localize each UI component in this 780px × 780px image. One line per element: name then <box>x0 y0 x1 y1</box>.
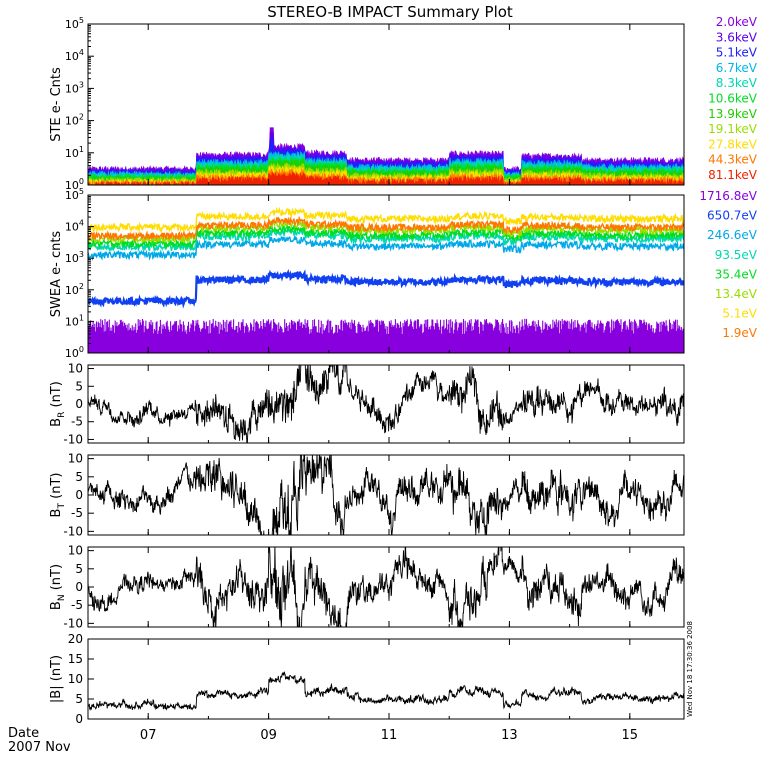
legend-10.6keV: 10.6keV <box>708 92 758 106</box>
xtick-label: 09 <box>260 728 277 743</box>
panel-1-data <box>88 127 684 185</box>
swea-series-1716.8eV <box>88 318 684 353</box>
panel-1-frame <box>87 23 685 186</box>
ytick-label: 5 <box>75 562 83 576</box>
ylabel-1: STE e- Cnts <box>49 67 64 142</box>
trace-5 <box>88 547 684 627</box>
panel-6-frame <box>87 638 685 720</box>
plot-title: STEREO-B IMPACT Summary Plot <box>267 3 513 21</box>
panel-2-frame <box>87 194 685 354</box>
ylabel-6: |B| (nT) <box>49 655 64 703</box>
ytick-label: -5 <box>71 598 83 612</box>
ytick-label: 15 <box>68 652 83 666</box>
swea-series-35.4eV <box>88 223 684 250</box>
panel-6-data <box>88 671 684 712</box>
ytick-label: 100 <box>65 345 84 360</box>
trace-3 <box>88 365 684 443</box>
panel-5-frame <box>87 546 685 628</box>
legend-5.1keV: 5.1keV <box>716 46 758 60</box>
legend-3.6keV: 3.6keV <box>716 30 758 44</box>
legend-13.9keV: 13.9keV <box>708 107 758 121</box>
swea-series-246.6eV <box>88 234 684 261</box>
trace-6 <box>88 671 684 712</box>
xtick-label: 15 <box>622 728 639 743</box>
ytick-label: 0 <box>75 712 83 726</box>
legend-5.1eV: 5.1eV <box>722 307 757 321</box>
ytick-label: -5 <box>71 415 83 429</box>
ytick-label: 0 <box>75 580 83 594</box>
ytick-label: 102 <box>65 113 84 128</box>
panel-2-data <box>88 206 684 353</box>
swea-series-5.1eV <box>88 206 684 234</box>
ylabel-3: BR (nT) <box>49 381 67 427</box>
ytick-label: 20 <box>68 632 83 646</box>
legend-35.4eV: 35.4eV <box>715 267 758 281</box>
xtick-label: 11 <box>381 728 398 743</box>
timestamp-text: Wed Nov 18 17:30:36 2008 <box>686 621 694 717</box>
legend-13.4eV: 13.4eV <box>715 287 758 301</box>
legend-81.1keV: 81.1keV <box>708 168 758 182</box>
ytick-label: -5 <box>71 506 83 520</box>
period-label: 2007 Nov <box>8 740 71 755</box>
ylabel-2: SWEA e- cnts <box>49 231 64 318</box>
legend-27.8keV: 27.8keV <box>708 137 758 151</box>
ytick-label: 10 <box>68 672 83 686</box>
legend-8.3keV: 8.3keV <box>716 76 758 90</box>
ytick-label: 5 <box>75 470 83 484</box>
legend-93.5eV: 93.5eV <box>715 248 758 262</box>
ytick-label: 105 <box>65 16 84 31</box>
legend-44.3keV: 44.3keV <box>708 153 758 167</box>
legend-1716.8eV: 1716.8eV <box>699 189 757 203</box>
ytick-label: 5 <box>75 379 83 393</box>
legend-19.1keV: 19.1keV <box>708 122 758 136</box>
legend-2.0keV: 2.0keV <box>716 15 758 29</box>
ytick-label: 10 <box>68 452 83 466</box>
ytick-label: 10 <box>68 544 83 558</box>
panel-4-data <box>88 455 684 535</box>
swea-series-650.7eV <box>88 268 684 309</box>
ytick-label: 0 <box>75 397 83 411</box>
ytick-label: 104 <box>65 48 84 63</box>
legend-650.7eV: 650.7eV <box>707 209 758 223</box>
ytick-label: 10 <box>68 362 83 376</box>
ylabel-5: BN (nT) <box>49 564 67 610</box>
trace-4 <box>88 455 684 535</box>
ytick-label: 102 <box>65 282 84 297</box>
legend-1.9eV: 1.9eV <box>722 326 757 340</box>
ytick-label: 104 <box>65 219 84 234</box>
ytick-label: -10 <box>63 524 83 538</box>
ytick-label: 101 <box>65 313 84 328</box>
date-label: Date <box>8 726 39 741</box>
ylabel-4: BT (nT) <box>49 473 67 518</box>
ytick-label: 5 <box>75 692 83 706</box>
ytick-label: 103 <box>65 250 84 265</box>
ytick-label: 105 <box>65 187 84 202</box>
ytick-label: 0 <box>75 488 83 502</box>
legend-246.6eV: 246.6eV <box>707 228 758 242</box>
xtick-label: 07 <box>140 728 157 743</box>
swea-series-1.9eV <box>88 215 684 242</box>
ytick-label: -10 <box>63 616 83 630</box>
legend-6.7keV: 6.7keV <box>716 61 758 75</box>
ytick-label: 100 <box>65 177 84 192</box>
xtick-label: 13 <box>501 728 518 743</box>
ytick-label: 101 <box>65 145 84 160</box>
ytick-label: -10 <box>63 432 83 446</box>
ytick-label: 103 <box>65 80 84 95</box>
panel-5-data <box>88 547 684 627</box>
panel-3-data <box>88 365 684 443</box>
